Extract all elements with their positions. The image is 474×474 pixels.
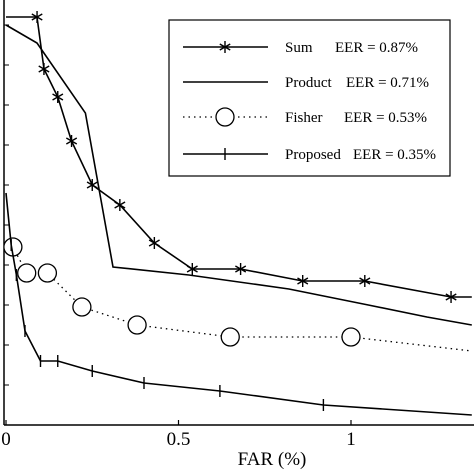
legend-label-sum: Sum <box>285 40 313 56</box>
point-sum <box>52 91 64 103</box>
point-fisher <box>220 327 240 347</box>
x-tick-label: 1 <box>346 429 356 450</box>
point-fisher <box>341 327 361 347</box>
legend-eer-sum: EER = 0.87% <box>335 40 418 56</box>
legend-eer-product: EER = 0.71% <box>346 75 429 91</box>
point-fisher <box>37 263 58 283</box>
point-fisher <box>72 297 92 317</box>
legend-label-fisher: Fisher <box>285 110 323 126</box>
point-fisher <box>17 263 37 283</box>
point-sum <box>445 291 457 303</box>
point-sum <box>297 275 309 287</box>
legend-label-proposed: Proposed <box>285 147 341 163</box>
point-sum <box>38 63 50 75</box>
point-sum <box>65 135 78 147</box>
point-sum <box>148 237 160 249</box>
legend-box <box>168 19 451 177</box>
series-layer <box>4 11 472 416</box>
x-axis-ticks: 0 0.5 1 <box>1 420 356 450</box>
legend-label-product: Product <box>285 75 332 91</box>
point-sum <box>359 275 371 287</box>
point-sum <box>31 11 43 23</box>
point-fisher <box>127 315 147 335</box>
legend-eer-fisher: EER = 0.53% <box>344 110 427 126</box>
series-line-product <box>5 24 472 326</box>
x-tick-label: 0 <box>1 429 11 450</box>
x-axis-title: FAR (%) <box>238 449 307 470</box>
point-sum <box>86 179 98 191</box>
legend: Sum EER = 0.87% Product EER = 0.71% Fish… <box>168 19 451 177</box>
point-sum <box>186 263 198 275</box>
legend-eer-proposed: EER = 0.35% <box>353 147 436 163</box>
point-sum <box>114 199 126 211</box>
point-sum <box>235 263 247 275</box>
legend-marker-fisher <box>215 107 235 127</box>
series-line-sum <box>6 16 472 298</box>
x-tick-label: 0.5 <box>167 429 191 450</box>
legend-marker-sum <box>219 41 231 53</box>
